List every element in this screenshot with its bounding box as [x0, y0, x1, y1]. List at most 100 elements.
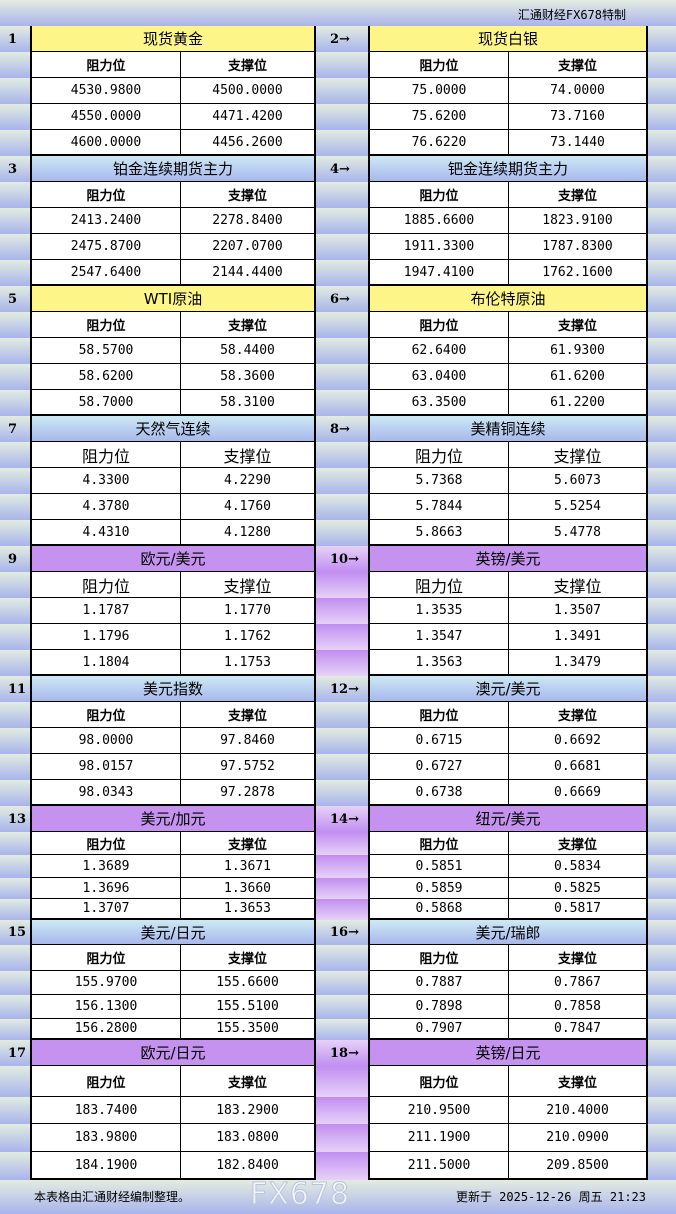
resistance-header: 阻力位 — [370, 572, 509, 598]
margin — [648, 442, 676, 468]
row-number — [316, 78, 368, 104]
margin — [648, 806, 676, 832]
right-table: 5.7368 5.6073 — [368, 468, 648, 494]
margin — [648, 390, 676, 416]
left-table: 156.1300 155.5100 — [30, 995, 316, 1019]
left-table: 阻力位 支撑位 — [30, 182, 316, 208]
resistance-value: 1.1796 — [32, 624, 181, 650]
row-number — [316, 312, 368, 338]
right-table: 0.5851 0.5834 — [368, 855, 648, 878]
margin — [648, 208, 676, 234]
row: 4550.0000 4471.4200 75.6200 73.7160 — [0, 104, 676, 130]
resistance-header: 阻力位 — [370, 702, 509, 728]
row-number — [316, 442, 368, 468]
resistance-value: 211.1900 — [370, 1124, 509, 1152]
row-number — [0, 312, 30, 338]
row-number — [316, 390, 368, 416]
left-table: 阻力位 支撑位 — [30, 945, 316, 971]
row-number — [316, 182, 368, 208]
resistance-header: 阻力位 — [370, 52, 509, 78]
right-table: 76.6220 73.1440 — [368, 130, 648, 156]
row-number — [0, 855, 30, 878]
row: 3 铂金连续期货主力 4→ 钯金连续期货主力 — [0, 156, 676, 182]
support-header: 支撑位 — [181, 52, 314, 78]
row-number: 2→ — [330, 31, 350, 47]
instrument-title: 美元/瑞郎 — [370, 920, 646, 945]
margin — [648, 260, 676, 286]
row-number — [316, 650, 368, 676]
support-value: 1762.1600 — [509, 260, 646, 286]
resistance-value: 63.3500 — [370, 390, 509, 416]
support-value: 97.5752 — [181, 754, 314, 780]
right-table: 布伦特原油 — [368, 286, 648, 312]
support-value: 97.2878 — [181, 780, 314, 806]
margin — [648, 52, 676, 78]
left-table: 2475.8700 2207.0700 — [30, 234, 316, 260]
resistance-value: 2475.8700 — [32, 234, 181, 260]
row-number: 5 — [8, 291, 18, 307]
row-number — [316, 754, 368, 780]
resistance-value: 1.3689 — [32, 855, 181, 878]
instrument-pair-block: 17 欧元/日元 18→ 英镑/日元 阻力位 支撑位 阻力位 支撑位 183.7400 183.2… — [0, 1040, 676, 1180]
row-number — [316, 364, 368, 390]
right-table: 75.6200 73.7160 — [368, 104, 648, 130]
resistance-header: 阻力位 — [32, 182, 181, 208]
left-table: 欧元/美元 — [30, 546, 316, 572]
left-table: 天然气连续 — [30, 416, 316, 442]
row-number — [316, 995, 368, 1019]
support-value: 1787.8300 — [509, 234, 646, 260]
row-number: 11 — [8, 681, 27, 697]
row-number — [0, 754, 30, 780]
right-table: 0.6727 0.6681 — [368, 754, 648, 780]
resistance-header: 阻力位 — [370, 442, 509, 468]
resistance-header: 阻力位 — [32, 312, 181, 338]
right-table: 0.5868 0.5817 — [368, 899, 648, 920]
support-header: 支撑位 — [181, 945, 314, 971]
row: 11 美元指数 12→ 澳元/美元 — [0, 676, 676, 702]
resistance-value: 76.6220 — [370, 130, 509, 156]
row: 183.9800 183.0800 211.1900 210.0900 — [0, 1124, 676, 1152]
row-number: 12→ — [330, 681, 359, 697]
resistance-value: 1947.4100 — [370, 260, 509, 286]
row-number: 18→ — [316, 1040, 368, 1066]
support-value: 61.2200 — [509, 390, 646, 416]
right-table: 62.6400 61.9300 — [368, 338, 648, 364]
margin — [648, 1097, 676, 1124]
support-value: 5.5254 — [509, 494, 646, 520]
margin — [648, 26, 676, 52]
resistance-header: 阻力位 — [370, 1066, 509, 1097]
support-value: 0.5834 — [509, 855, 646, 878]
row: 156.1300 155.5100 0.7898 0.7858 — [0, 995, 676, 1019]
row: 98.0343 97.2878 0.6738 0.6669 — [0, 780, 676, 806]
row-number: 15 — [8, 925, 27, 940]
row: 155.9700 155.6600 0.7887 0.7867 — [0, 971, 676, 995]
row-number — [316, 1097, 368, 1124]
row-number — [0, 182, 30, 208]
row-number: 10→ — [316, 546, 368, 572]
left-table: 184.1900 182.8400 — [30, 1152, 316, 1180]
row-number: 6→ — [330, 291, 350, 307]
row-number — [316, 572, 368, 598]
row-number — [0, 572, 30, 598]
left-table: 阻力位 支撑位 — [30, 572, 316, 598]
row-number — [316, 1019, 368, 1040]
row: 1.3689 1.3671 0.5851 0.5834 — [0, 855, 676, 878]
support-value: 210.0900 — [509, 1124, 646, 1152]
row-number — [316, 104, 368, 130]
support-value: 0.7847 — [509, 1019, 646, 1040]
row: 阻力位 支撑位 阻力位 支撑位 — [0, 945, 676, 971]
margin — [648, 78, 676, 104]
right-table: 63.3500 61.2200 — [368, 390, 648, 416]
row-number — [316, 780, 368, 806]
row: 1.1796 1.1762 1.3547 1.3491 — [0, 624, 676, 650]
row-number: 3 — [8, 161, 18, 177]
right-table: 美精铜连续 — [368, 416, 648, 442]
resistance-value: 4530.9800 — [32, 78, 181, 104]
support-value: 4.2290 — [181, 468, 314, 494]
resistance-value: 1.3563 — [370, 650, 509, 676]
right-table: 1947.4100 1762.1600 — [368, 260, 648, 286]
right-table: 纽元/美元 — [368, 806, 648, 832]
left-table: 4.4310 4.1280 — [30, 520, 316, 546]
right-table: 1911.3300 1787.8300 — [368, 234, 648, 260]
row: 1 现货黄金 2→ 现货白银 — [0, 26, 676, 52]
